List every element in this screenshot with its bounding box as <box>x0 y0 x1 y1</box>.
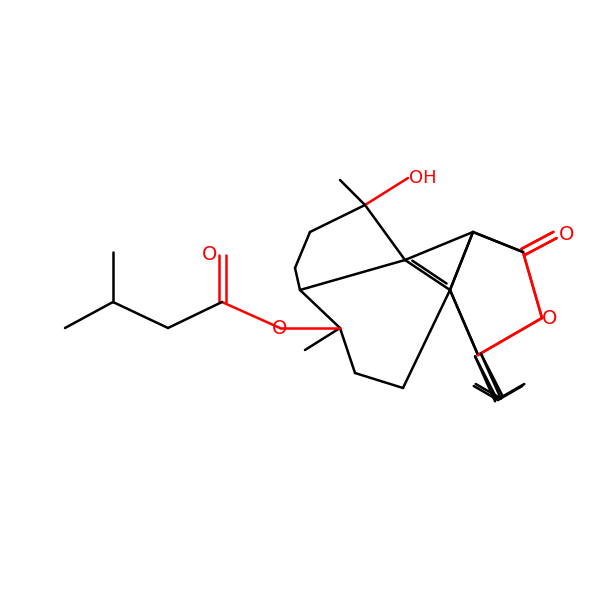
Text: OH: OH <box>409 169 437 187</box>
Text: O: O <box>202 245 218 265</box>
Text: O: O <box>559 226 575 245</box>
Text: O: O <box>272 319 287 337</box>
Text: O: O <box>542 308 557 328</box>
